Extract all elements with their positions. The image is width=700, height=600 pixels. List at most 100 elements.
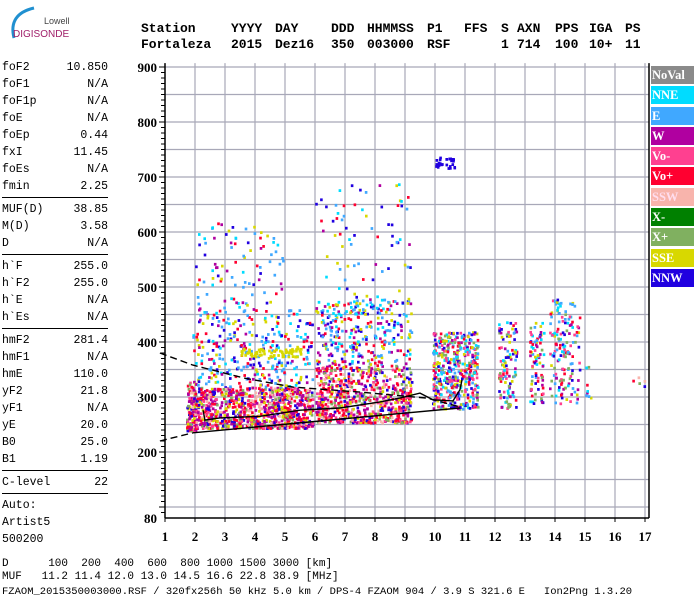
- echo-point: [404, 399, 407, 403]
- echo-point: [448, 165, 452, 168]
- echo-point: [347, 412, 351, 416]
- echo-point: [457, 341, 460, 345]
- echo-point: [452, 331, 455, 335]
- echo-point: [225, 269, 229, 273]
- header-label-station: Station: [141, 21, 196, 36]
- echo-point: [365, 419, 369, 423]
- echo-point: [194, 414, 197, 418]
- echo-point: [586, 390, 589, 393]
- echo-point: [465, 368, 469, 371]
- echo-point: [466, 353, 470, 357]
- echo-point: [242, 285, 245, 289]
- echo-point: [509, 382, 512, 386]
- echo-point: [284, 416, 287, 420]
- echo-point: [452, 393, 455, 397]
- echo-point: [393, 323, 396, 327]
- echo-point: [559, 301, 563, 305]
- echo-point: [470, 395, 473, 399]
- echo-point: [235, 408, 239, 412]
- echo-point: [316, 413, 319, 417]
- echo-point: [246, 362, 250, 365]
- echo-point: [342, 204, 346, 208]
- echo-point: [356, 415, 359, 419]
- echo-point: [349, 301, 352, 305]
- echo-point: [258, 393, 261, 397]
- echo-point: [387, 400, 391, 404]
- echo-point: [259, 266, 262, 269]
- echo-point: [385, 401, 388, 405]
- echo-point: [362, 398, 366, 402]
- echo-point: [372, 376, 376, 380]
- echo-point: [232, 410, 235, 414]
- echo-point: [555, 301, 559, 304]
- echo-point: [344, 408, 348, 412]
- echo-point: [376, 397, 379, 401]
- echo-point: [228, 368, 231, 372]
- echo-point: [444, 349, 448, 353]
- echo-point: [278, 359, 281, 363]
- echo-point: [503, 347, 507, 351]
- echo-point: [239, 385, 242, 389]
- echo-point: [222, 423, 226, 427]
- echo-point: [402, 405, 405, 409]
- echo-point: [434, 394, 437, 397]
- echo-point: [294, 384, 298, 387]
- echo-point: [293, 390, 297, 394]
- characteristic-name: foEs: [2, 163, 30, 176]
- echo-point: [458, 394, 462, 398]
- echo-point: [408, 357, 411, 361]
- echo-point: [509, 395, 512, 399]
- echo-point: [238, 305, 241, 309]
- echo-point: [387, 408, 390, 412]
- echo-point: [227, 322, 231, 326]
- echo-point: [365, 372, 369, 375]
- echo-point: [332, 312, 335, 315]
- echo-point: [550, 364, 553, 367]
- echo-point: [297, 325, 300, 328]
- echo-point: [289, 411, 293, 414]
- echo-point: [534, 382, 537, 385]
- echo-point: [290, 425, 294, 429]
- echo-point: [271, 340, 275, 343]
- echo-point: [230, 393, 233, 397]
- echo-point: [336, 367, 339, 370]
- y-tick-label: 80: [144, 511, 157, 526]
- echo-point: [237, 398, 241, 401]
- echo-point: [276, 322, 280, 325]
- digisonde-logo: Lowell DIGISONDE: [11, 6, 70, 40]
- echo-point: [323, 378, 327, 381]
- echo-point: [235, 414, 239, 418]
- echo-point: [541, 383, 544, 387]
- echo-point: [364, 191, 368, 194]
- echo-point: [394, 388, 397, 392]
- echo-point: [329, 372, 333, 375]
- echo-point: [347, 377, 351, 381]
- echo-point: [345, 310, 348, 313]
- echo-point: [362, 388, 365, 391]
- echo-point: [239, 417, 242, 420]
- echo-point: [211, 323, 214, 326]
- echo-point: [205, 382, 208, 386]
- echo-point: [565, 398, 569, 401]
- echo-point: [376, 327, 380, 331]
- echo-point: [205, 419, 208, 423]
- echo-point: [272, 399, 276, 403]
- echo-point: [576, 397, 579, 401]
- echo-point: [201, 354, 204, 357]
- echo-point: [242, 419, 246, 422]
- echo-point: [346, 264, 350, 268]
- echo-point: [433, 402, 436, 406]
- echo-point: [334, 318, 338, 321]
- echo-point: [473, 331, 477, 335]
- echo-point: [248, 350, 251, 354]
- echo-point: [407, 297, 411, 301]
- echo-point: [351, 360, 354, 363]
- echo-point: [438, 345, 441, 349]
- echo-point: [270, 253, 273, 257]
- echo-point: [393, 320, 397, 324]
- echo-point: [187, 404, 190, 408]
- echo-point: [233, 424, 236, 428]
- echo-point: [197, 413, 200, 417]
- echo-point: [559, 402, 563, 406]
- echo-point: [388, 412, 391, 416]
